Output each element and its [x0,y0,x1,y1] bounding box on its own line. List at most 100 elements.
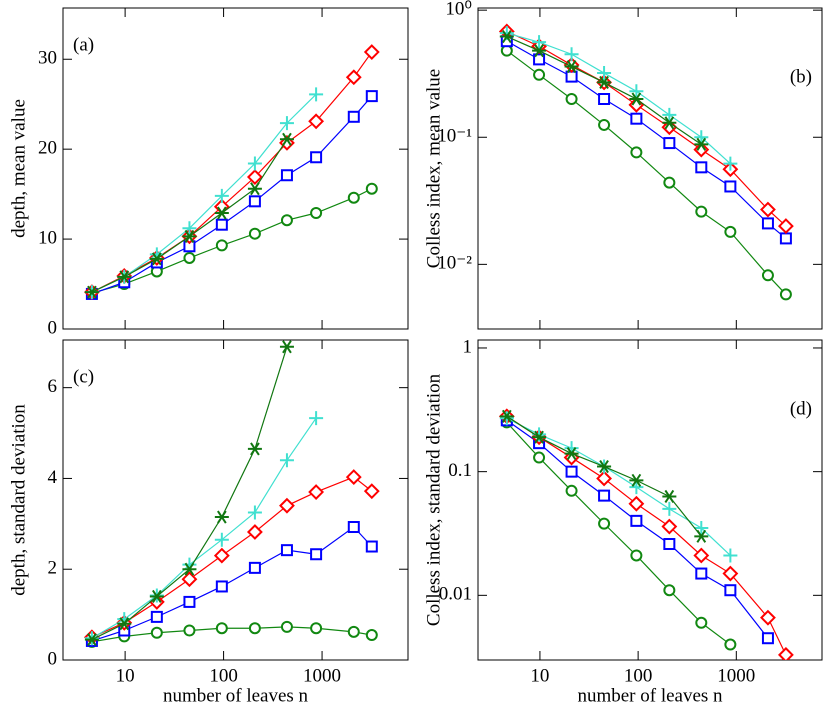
marker [280,214,293,227]
marker [662,107,677,122]
marker [761,269,774,282]
x-tick-label: 1000 [303,665,341,686]
marker [564,47,579,62]
marker [246,524,263,540]
marker [149,252,164,266]
marker [247,156,262,171]
marker [628,495,645,512]
marker [183,595,196,608]
marker [279,453,294,468]
marker [694,521,709,536]
plot-area [83,340,380,648]
marker [183,251,196,264]
marker [630,514,643,527]
marker [663,176,676,189]
marker [248,561,261,574]
y-tick-label: 2 [48,558,58,579]
marker [214,510,229,524]
marker [663,538,676,551]
marker [247,442,262,456]
marker [630,146,643,159]
panel-annotation: (b) [790,66,812,87]
series-line [91,93,317,293]
marker [663,584,676,597]
marker [347,110,360,123]
panel-annotation: (a) [73,34,94,55]
marker [629,473,644,487]
marker [693,547,710,564]
marker [596,470,612,487]
series-line [91,526,373,642]
marker [310,207,323,220]
panel: 0 10 20 30 depth, mean value (a) [8,7,409,338]
series-line [506,30,787,227]
marker [598,489,611,502]
y-tick-label: 0 [48,648,58,669]
marker [662,501,677,516]
marker [347,625,360,638]
marker [365,629,378,642]
y-tick-label: 1 [463,336,473,357]
marker [662,489,677,504]
marker [181,571,198,588]
series-line [506,50,787,295]
marker [215,218,228,231]
series-line [91,626,372,643]
marker [363,44,380,60]
series-line [506,422,731,646]
panel: 10⁻² 10⁻¹ 10⁰ Colless index, mean value (b) [423,0,823,330]
series-line [506,32,731,165]
marker [279,340,294,354]
panel-annotation: (d) [790,398,812,419]
marker [629,480,644,495]
marker [695,567,708,580]
marker [597,459,612,474]
marker [724,225,737,238]
marker [694,130,709,145]
marker [150,610,163,623]
y-axis-label: depth, standard deviation [8,404,29,596]
marker [663,137,676,150]
marker [182,221,197,236]
marker [533,451,546,464]
marker [724,584,737,597]
marker [629,84,644,99]
marker [761,632,774,645]
plot-frame [477,7,823,330]
marker [597,75,612,89]
marker [629,92,644,106]
marker [694,529,709,543]
marker [779,288,792,301]
marker [345,69,362,86]
y-tick-label: 10⁰ [445,0,472,20]
x-axis-label: number of leaves n [163,685,309,706]
marker [347,521,360,534]
y-tick-label: 10 [38,227,57,248]
marker [695,205,708,218]
marker [150,626,163,639]
y-axis-label: Colless index, standard deviation [423,373,444,626]
plot-frame [62,7,409,330]
marker [279,132,294,146]
marker [532,35,547,50]
y-tick-label: 0.1 [448,460,472,481]
series-line [91,346,288,641]
marker [309,411,324,426]
marker [365,540,378,553]
y-tick-label: 4 [48,467,58,488]
marker [310,151,323,164]
series-line [91,138,288,293]
x-tick-label: 1000 [717,665,755,686]
series-line [91,476,373,638]
marker [662,116,677,130]
y-tick-label: 20 [38,138,57,159]
marker [280,620,293,633]
marker [694,137,709,151]
marker [723,548,738,563]
marker [598,517,611,530]
marker [214,532,229,547]
marker [533,53,546,66]
marker [308,113,325,130]
marker [693,141,710,158]
marker [565,484,578,497]
